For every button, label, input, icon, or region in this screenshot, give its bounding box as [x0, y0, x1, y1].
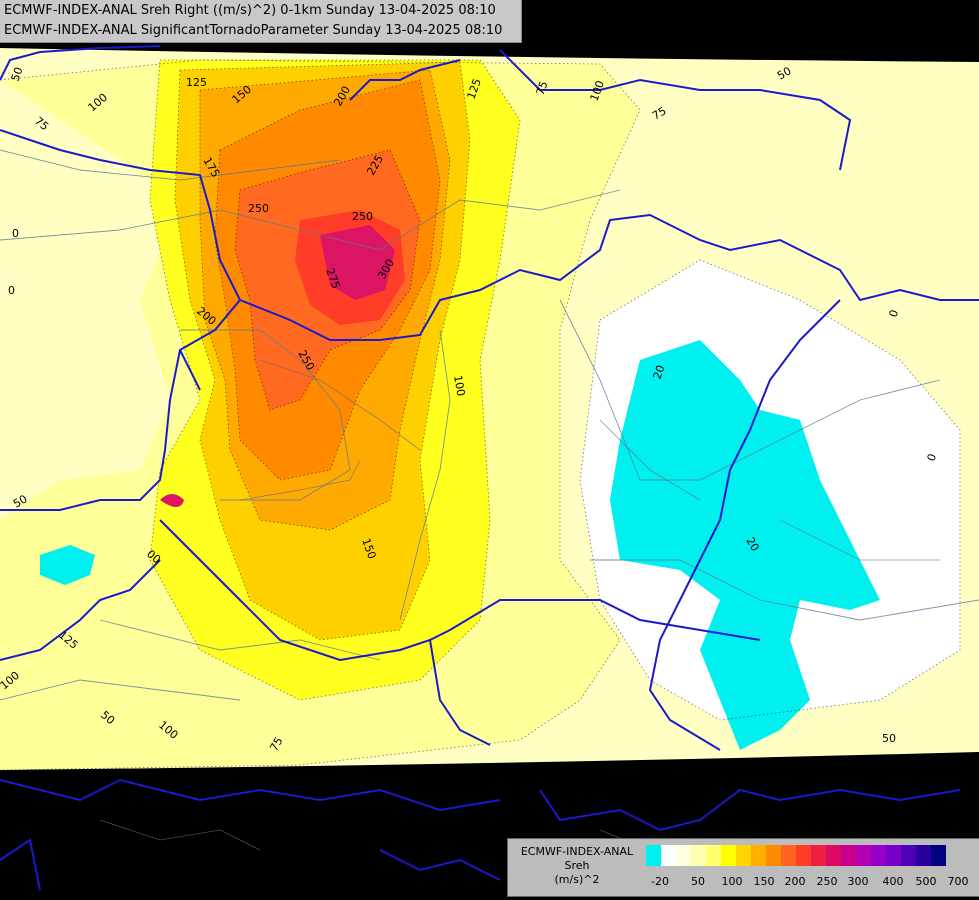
legend-swatch — [736, 845, 751, 866]
contour-label: 75 — [267, 735, 285, 754]
legend-tick-label: -20 — [651, 875, 669, 888]
legend-tick-label: 400 — [882, 875, 904, 888]
contour-label: 0 — [925, 452, 940, 463]
legend-swatch — [691, 845, 706, 866]
field-cyan-east — [610, 340, 880, 750]
legend-tick-label: 150 — [753, 875, 775, 888]
legend-swatch — [796, 845, 811, 866]
legend-swatch — [901, 845, 916, 866]
legend-swatch — [706, 845, 721, 866]
contour-label: 0 — [12, 227, 19, 240]
legend-swatch — [841, 845, 856, 866]
legend-swatch — [721, 845, 736, 866]
contour-label: 50 — [11, 492, 30, 510]
contour-label: 0 — [8, 284, 15, 297]
legend-swatch — [676, 845, 691, 866]
legend-swatch — [751, 845, 766, 866]
legend-swatch — [931, 845, 946, 866]
legend-swatch — [886, 845, 901, 866]
legend-unit: (m/s)^2 — [554, 873, 600, 886]
legend-swatch — [781, 845, 796, 866]
contour-label: 100 — [451, 374, 467, 397]
legend-swatch — [856, 845, 871, 866]
contour-label: 250 — [248, 202, 269, 215]
legend-swatch — [916, 845, 931, 866]
color-legend: ECMWF-INDEX-ANAL Sreh (m/s)^2 -20 50 100 15… — [507, 838, 979, 897]
contour-label: 50 — [9, 65, 26, 83]
contour-label: 50 — [882, 732, 896, 745]
legend-swatch — [766, 845, 781, 866]
legend-ticks: -20 50 100 150 200 250 300 400 500 700 — [638, 875, 978, 889]
legend-swatches — [646, 845, 946, 866]
map-title-line-2: ECMWF-INDEX-ANAL SignificantTornadoParam… — [4, 23, 503, 38]
legend-swatch — [661, 845, 676, 866]
contour-label: 50 — [775, 64, 794, 82]
field-300-plus — [320, 225, 395, 300]
legend-tick-label: 300 — [847, 875, 869, 888]
legend-title: ECMWF-INDEX-ANAL — [520, 845, 634, 858]
map-title-box: ECMWF-INDEX-ANAL Sreh Right ((m/s)^2) 0-… — [0, 0, 522, 43]
legend-tick-label: 250 — [816, 875, 838, 888]
legend-swatch — [826, 845, 841, 866]
legend-tick-label: 100 — [721, 875, 743, 888]
legend-swatch — [646, 845, 661, 866]
field-cyan-west — [40, 545, 95, 585]
contour-label: 20 — [743, 535, 761, 554]
contour-label: 75 — [534, 79, 551, 97]
legend-tick-label: 50 — [691, 875, 705, 888]
field-hotspot — [160, 494, 184, 507]
legend-swatch — [871, 845, 886, 866]
legend-tick-label: 200 — [784, 875, 806, 888]
legend-variable: Sreh — [564, 859, 590, 872]
contour-label: 125 — [186, 76, 207, 89]
contour-label: 0 — [887, 308, 902, 319]
legend-tick-label: 700 — [947, 875, 969, 888]
legend-swatch — [811, 845, 826, 866]
contour-label: 75 — [650, 104, 669, 122]
map-title-line-1: ECMWF-INDEX-ANAL Sreh Right ((m/s)^2) 0-… — [4, 3, 496, 18]
contour-label: 20 — [651, 363, 668, 381]
legend-tick-label: 500 — [915, 875, 937, 888]
contour-label: 250 — [352, 210, 373, 223]
